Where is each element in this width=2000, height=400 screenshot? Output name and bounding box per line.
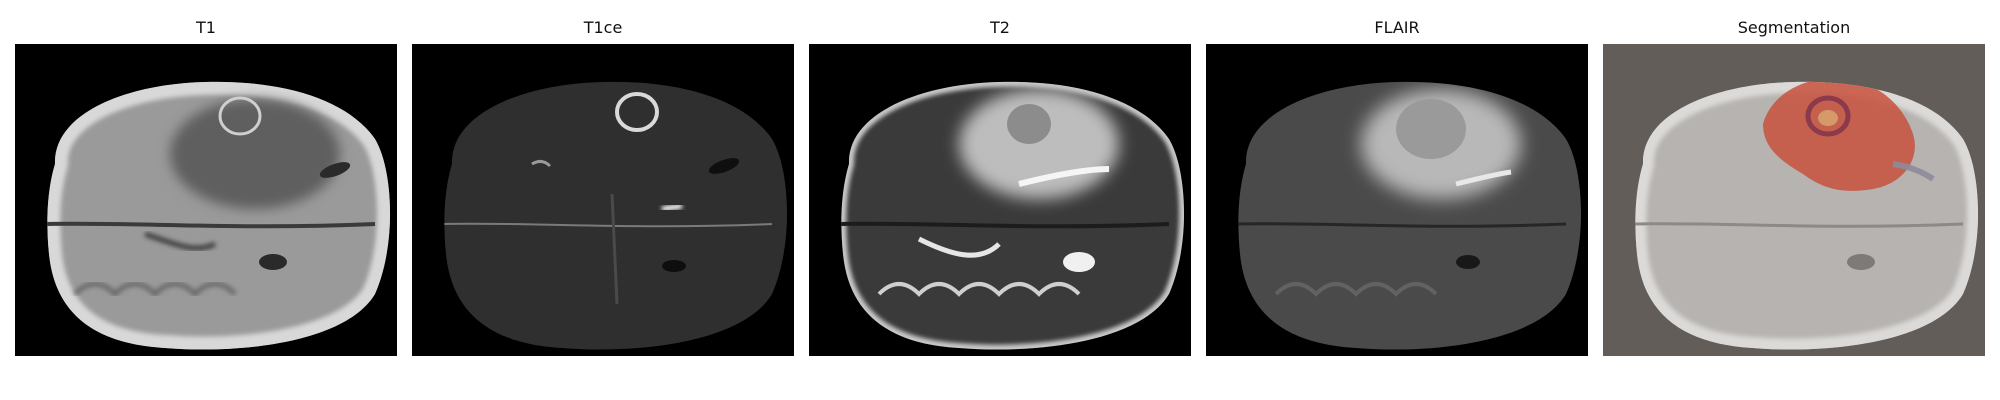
panel-segmentation: Segmentation [1603, 0, 1985, 360]
scan-image-t1ce [412, 44, 794, 356]
panel-title-t1ce: T1ce [583, 18, 623, 37]
panel-title-t2: T2 [990, 18, 1010, 37]
panel-t2: T2 [809, 0, 1191, 360]
panel-t1: T1 [15, 0, 397, 360]
scan-image-t2 [809, 44, 1191, 356]
panel-t1ce: T1ce [412, 0, 794, 360]
scan-image-segmentation [1603, 44, 1985, 356]
scan-image-t1 [15, 44, 397, 356]
panel-title-flair: FLAIR [1374, 18, 1420, 37]
panel-title-t1: T1 [196, 18, 216, 37]
scan-image-flair [1206, 44, 1588, 356]
panel-flair: FLAIR [1206, 0, 1588, 360]
panel-title-segmentation: Segmentation [1737, 18, 1851, 37]
